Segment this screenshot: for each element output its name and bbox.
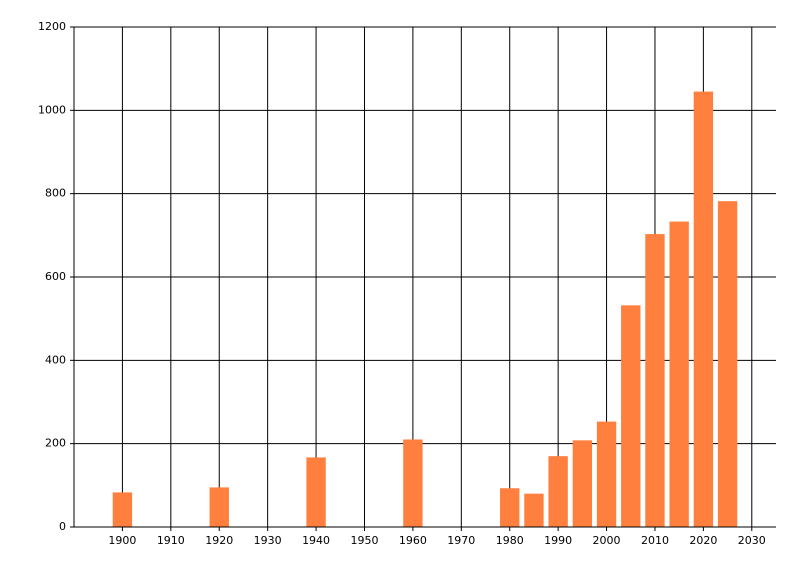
x-tick-label: 1930 <box>254 534 282 547</box>
y-tick-label: 400 <box>45 353 66 366</box>
y-tick-label: 200 <box>45 437 66 450</box>
bar <box>500 488 520 527</box>
bar <box>548 456 568 527</box>
bar <box>524 493 544 527</box>
bar <box>306 457 326 527</box>
y-tick-label: 800 <box>45 187 66 200</box>
bar <box>645 234 665 528</box>
y-tick-label: 1000 <box>38 103 66 116</box>
x-tick-label: 2020 <box>689 534 717 547</box>
x-tick-label: 1960 <box>399 534 427 547</box>
x-tick-label: 2010 <box>641 534 669 547</box>
bar <box>596 421 617 527</box>
x-tick-label: 1900 <box>108 534 136 547</box>
bar <box>621 305 641 527</box>
x-tick-label: 1940 <box>302 534 330 547</box>
y-tick-label: 0 <box>59 520 66 533</box>
bar <box>112 492 133 527</box>
x-tick-label: 1980 <box>496 534 524 547</box>
bar <box>572 440 593 527</box>
x-tick-label: 1970 <box>447 534 475 547</box>
x-tick-label: 2030 <box>738 534 766 547</box>
x-tick-label: 1990 <box>544 534 572 547</box>
y-tick-label: 600 <box>45 270 66 283</box>
x-tick-label: 2000 <box>593 534 621 547</box>
bar <box>403 439 423 527</box>
x-tick-label: 1950 <box>350 534 378 547</box>
bar <box>717 201 738 527</box>
bar <box>693 91 714 527</box>
y-tick-label: 1200 <box>38 20 66 33</box>
bar <box>669 221 689 528</box>
x-tick-label: 1910 <box>157 534 185 547</box>
x-tick-label: 1920 <box>205 534 233 547</box>
bar <box>209 487 229 527</box>
